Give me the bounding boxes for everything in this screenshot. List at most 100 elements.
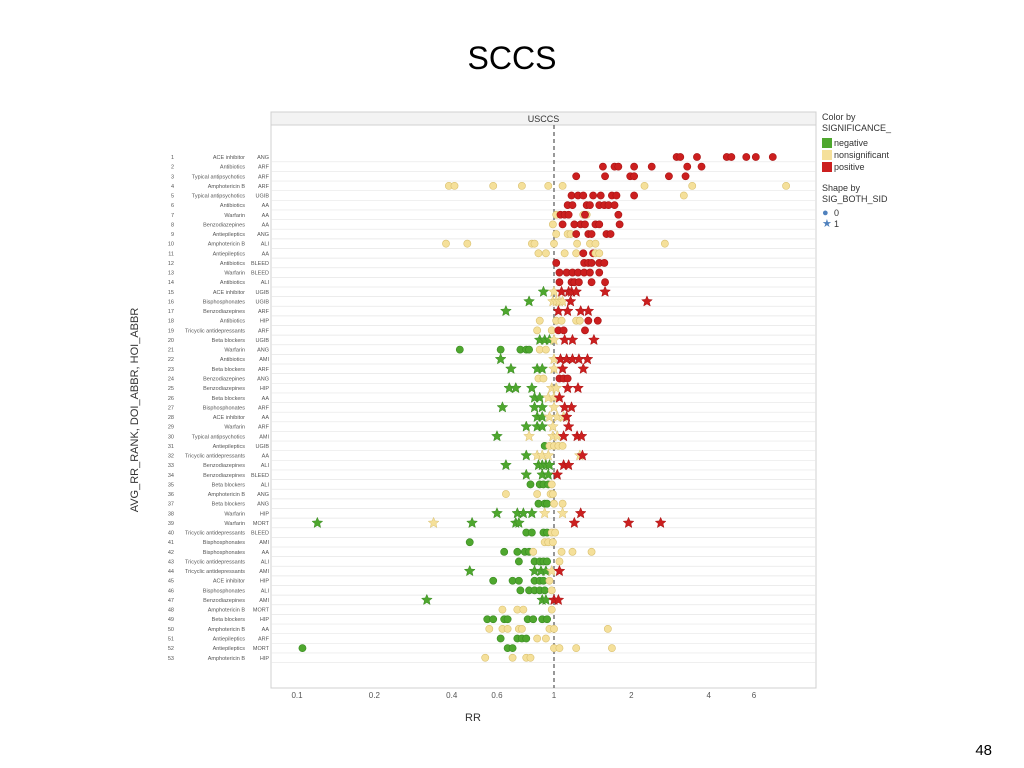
data-point-circle[interactable]: [548, 220, 557, 229]
data-point-circle[interactable]: [581, 210, 589, 219]
data-point-circle[interactable]: [550, 624, 558, 633]
data-point-circle[interactable]: [596, 191, 605, 200]
data-point-circle[interactable]: [489, 576, 498, 585]
data-point-circle[interactable]: [543, 557, 551, 566]
data-point-circle[interactable]: [600, 259, 609, 267]
data-point-circle[interactable]: [640, 181, 649, 190]
data-point-circle[interactable]: [595, 249, 604, 258]
data-point-star[interactable]: [552, 593, 565, 606]
data-point-circle[interactable]: [527, 528, 536, 537]
data-point-circle[interactable]: [693, 153, 701, 161]
data-point-circle[interactable]: [563, 374, 572, 383]
data-point-circle[interactable]: [489, 615, 498, 624]
data-point-star[interactable]: [525, 381, 538, 394]
data-point-circle[interactable]: [727, 153, 736, 161]
data-point-circle[interactable]: [608, 644, 616, 653]
data-point-circle[interactable]: [568, 201, 577, 210]
data-point-star[interactable]: [311, 516, 324, 528]
data-point-circle[interactable]: [481, 653, 490, 662]
data-point-circle[interactable]: [522, 634, 531, 643]
data-point-circle[interactable]: [485, 624, 494, 633]
data-point-circle[interactable]: [555, 278, 564, 287]
data-point-circle[interactable]: [502, 490, 510, 498]
data-point-circle[interactable]: [517, 181, 526, 190]
data-point-circle[interactable]: [630, 172, 639, 181]
data-point-star[interactable]: [641, 295, 653, 307]
data-point-star[interactable]: [654, 516, 667, 528]
data-point-circle[interactable]: [442, 239, 450, 248]
data-point-star[interactable]: [496, 401, 509, 413]
data-point-star[interactable]: [561, 304, 574, 317]
data-point-circle[interactable]: [550, 499, 558, 508]
data-point-circle[interactable]: [529, 615, 538, 624]
data-point-circle[interactable]: [552, 259, 561, 267]
data-point-star[interactable]: [420, 593, 433, 606]
data-point-circle[interactable]: [508, 653, 517, 662]
data-point-circle[interactable]: [489, 181, 498, 190]
data-point-circle[interactable]: [599, 162, 607, 171]
legend-item-nonsignificant[interactable]: nonsignificant: [822, 149, 891, 161]
data-point-circle[interactable]: [555, 557, 564, 566]
data-point-star[interactable]: [599, 285, 611, 297]
data-point-circle[interactable]: [567, 191, 576, 200]
data-point-circle[interactable]: [513, 547, 522, 556]
data-point-circle[interactable]: [540, 586, 549, 595]
data-point-circle[interactable]: [568, 547, 577, 556]
data-point-circle[interactable]: [615, 220, 624, 229]
data-point-circle[interactable]: [465, 538, 474, 547]
data-point-circle[interactable]: [519, 605, 528, 614]
data-point-circle[interactable]: [586, 268, 594, 277]
data-point-circle[interactable]: [496, 345, 505, 354]
data-point-star[interactable]: [575, 430, 588, 442]
data-point-circle[interactable]: [450, 181, 459, 190]
data-point-circle[interactable]: [535, 316, 544, 325]
data-point-circle[interactable]: [601, 172, 609, 181]
data-point-circle[interactable]: [298, 644, 307, 653]
data-point-circle[interactable]: [587, 230, 596, 238]
legend-item-shape-1[interactable]: ★ 1: [822, 219, 891, 230]
data-point-circle[interactable]: [547, 326, 556, 335]
data-point-circle[interactable]: [601, 278, 609, 287]
data-point-circle[interactable]: [533, 490, 542, 498]
data-point-circle[interactable]: [579, 249, 588, 258]
data-point-star[interactable]: [538, 507, 551, 519]
data-point-star[interactable]: [491, 430, 503, 442]
data-point-circle[interactable]: [679, 191, 688, 200]
data-point-star[interactable]: [499, 458, 512, 471]
data-point-star[interactable]: [568, 516, 581, 528]
data-point-circle[interactable]: [517, 624, 526, 633]
data-point-circle[interactable]: [552, 230, 561, 238]
data-point-circle[interactable]: [516, 586, 525, 595]
data-point-circle[interactable]: [579, 191, 588, 200]
data-point-circle[interactable]: [508, 644, 517, 653]
data-point-star[interactable]: [562, 458, 575, 471]
data-point-star[interactable]: [520, 468, 533, 480]
data-point-star[interactable]: [505, 362, 517, 374]
data-point-star[interactable]: [576, 449, 589, 461]
data-point-star[interactable]: [509, 381, 522, 394]
data-point-circle[interactable]: [543, 615, 551, 624]
data-point-circle[interactable]: [558, 181, 567, 190]
data-point-circle[interactable]: [584, 316, 593, 325]
data-point-star[interactable]: [536, 420, 549, 432]
data-point-star[interactable]: [587, 333, 600, 346]
data-point-circle[interactable]: [533, 634, 542, 643]
data-point-circle[interactable]: [681, 172, 690, 181]
data-point-star[interactable]: [557, 430, 570, 442]
data-point-circle[interactable]: [572, 172, 581, 181]
data-point-circle[interactable]: [525, 345, 533, 354]
data-point-circle[interactable]: [498, 605, 507, 614]
data-point-circle[interactable]: [587, 547, 596, 556]
data-point-star[interactable]: [520, 449, 533, 461]
data-point-circle[interactable]: [647, 162, 656, 171]
data-point-circle[interactable]: [572, 249, 581, 258]
data-point-circle[interactable]: [557, 316, 566, 325]
data-point-circle[interactable]: [591, 239, 600, 248]
data-point-star[interactable]: [562, 420, 575, 432]
data-point-star[interactable]: [570, 285, 583, 297]
data-point-star[interactable]: [494, 352, 507, 365]
data-point-star[interactable]: [564, 295, 577, 307]
data-point-star[interactable]: [499, 304, 512, 317]
data-point-star[interactable]: [466, 516, 479, 528]
data-point-circle[interactable]: [496, 634, 505, 643]
